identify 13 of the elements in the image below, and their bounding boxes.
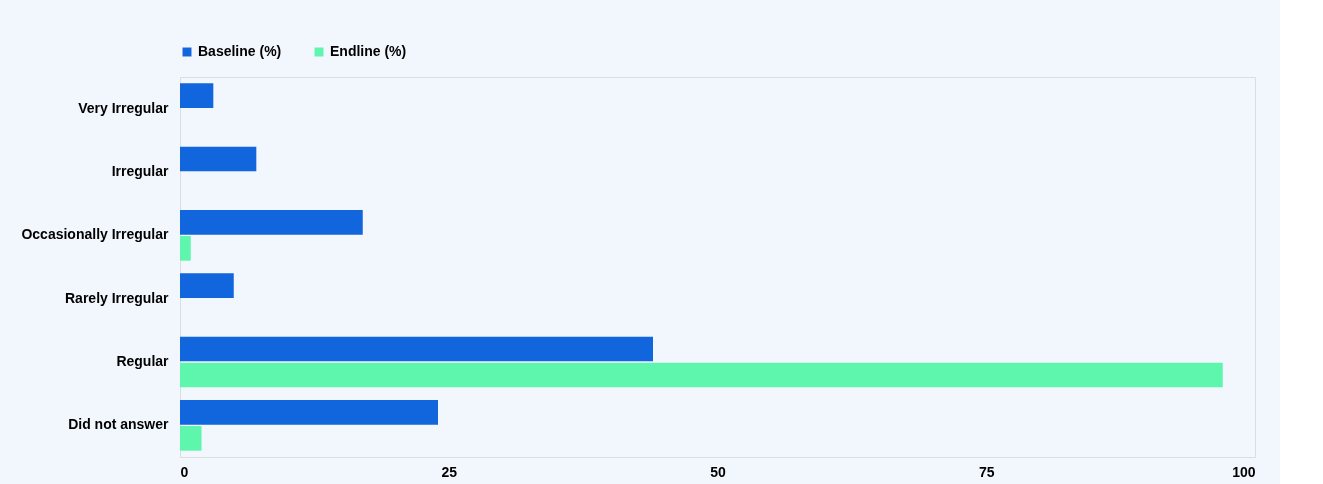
y-tick-label: Very Irregular	[78, 99, 170, 116]
legend-label: Baseline (%)	[198, 43, 282, 59]
y-tick-label: Occasionally Irregular	[21, 226, 170, 243]
y-tick-label: Rarely Irregular	[65, 289, 170, 306]
x-tick-label: 0	[180, 463, 189, 480]
y-tick-label: Irregular	[111, 163, 170, 179]
x-tick-label: 50	[710, 463, 726, 480]
x-tick-label: 100	[1232, 463, 1256, 480]
x-tick-label: 25	[441, 463, 458, 480]
y-tick-label: Regular	[116, 353, 170, 369]
y-tick-label: Did not answer	[68, 416, 170, 433]
x-tick-label: 75	[978, 463, 995, 480]
legend-label: Endline (%)	[330, 43, 407, 59]
